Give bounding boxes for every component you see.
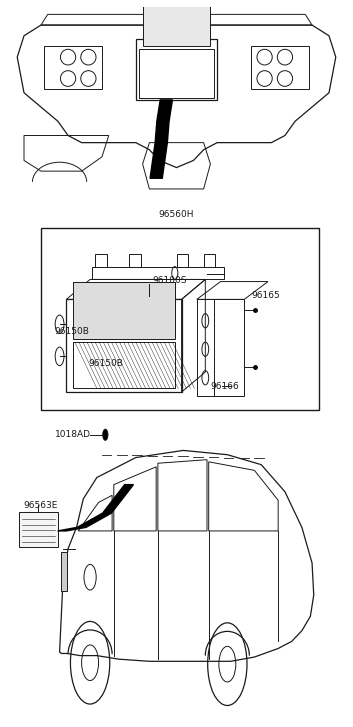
- Bar: [197, 300, 244, 395]
- Polygon shape: [150, 100, 172, 178]
- Bar: [61, 553, 67, 592]
- Polygon shape: [58, 485, 133, 531]
- Text: 96100S: 96100S: [153, 276, 187, 285]
- Bar: [129, 254, 141, 267]
- Bar: [19, 513, 58, 547]
- Circle shape: [103, 429, 108, 441]
- Bar: [95, 254, 107, 267]
- Bar: [44, 47, 102, 89]
- Bar: [41, 228, 319, 410]
- Bar: [73, 281, 175, 339]
- Text: 96563E: 96563E: [24, 501, 58, 510]
- Bar: [139, 49, 214, 97]
- Text: 96560H: 96560H: [159, 210, 194, 220]
- Bar: [143, 0, 210, 47]
- Text: 96150B: 96150B: [54, 327, 89, 336]
- Text: 96165: 96165: [251, 292, 280, 300]
- Bar: [204, 254, 215, 267]
- Bar: [176, 254, 189, 267]
- Text: 96150B: 96150B: [88, 359, 123, 368]
- Text: 1018AD: 1018AD: [54, 430, 90, 439]
- Text: 96166: 96166: [210, 382, 239, 391]
- Bar: [92, 267, 224, 279]
- Bar: [73, 342, 175, 388]
- Bar: [66, 300, 181, 392]
- Bar: [251, 47, 309, 89]
